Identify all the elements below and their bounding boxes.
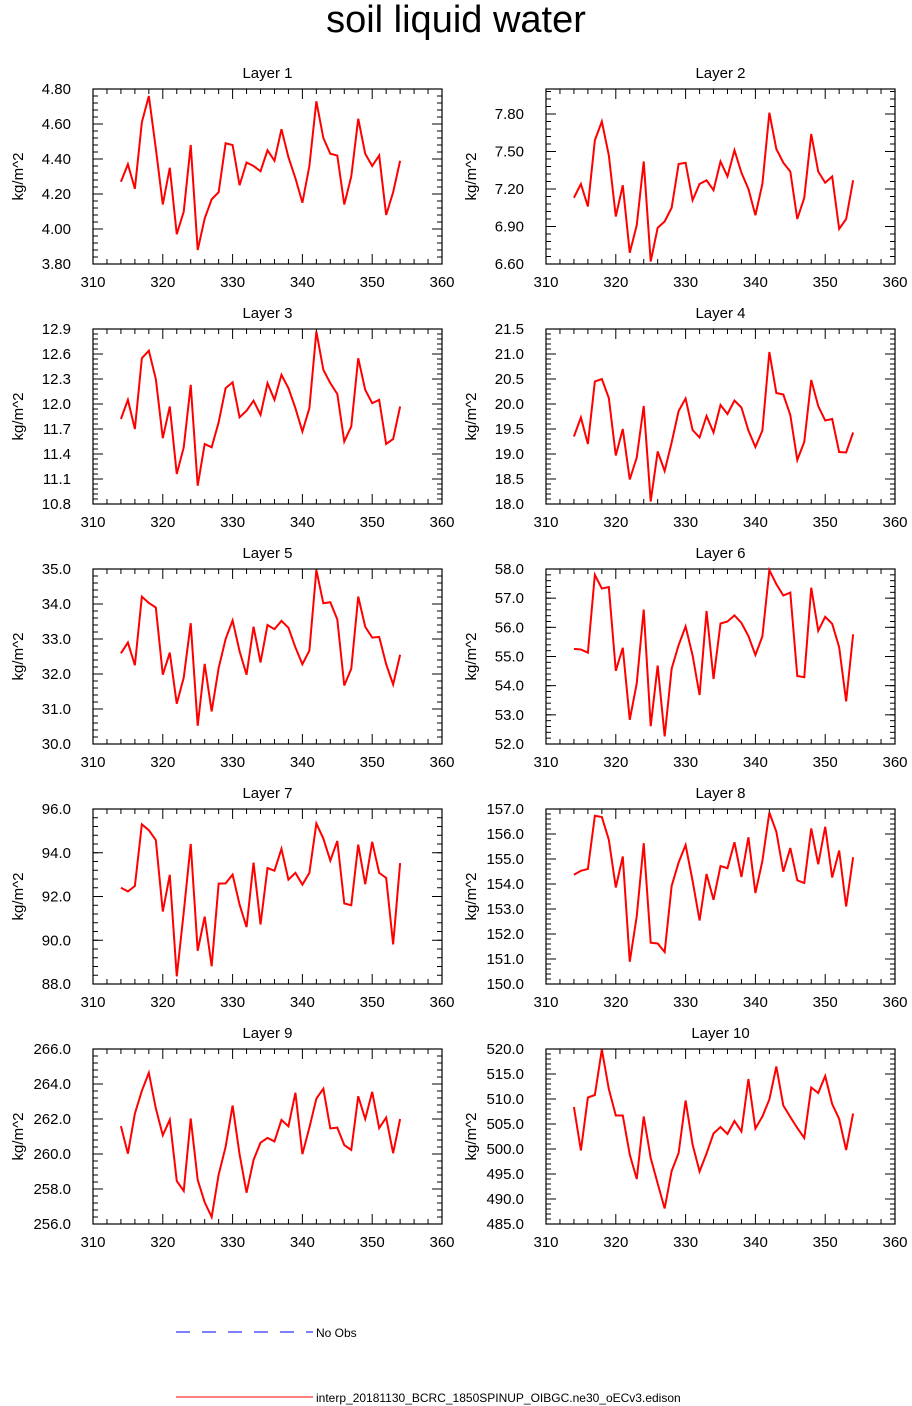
legend-label-noobs: No Obs <box>316 1326 357 1340</box>
legend-label-model: interp_20181130_BCRC_1850SPINUP_OIBGC.ne… <box>316 1391 681 1405</box>
